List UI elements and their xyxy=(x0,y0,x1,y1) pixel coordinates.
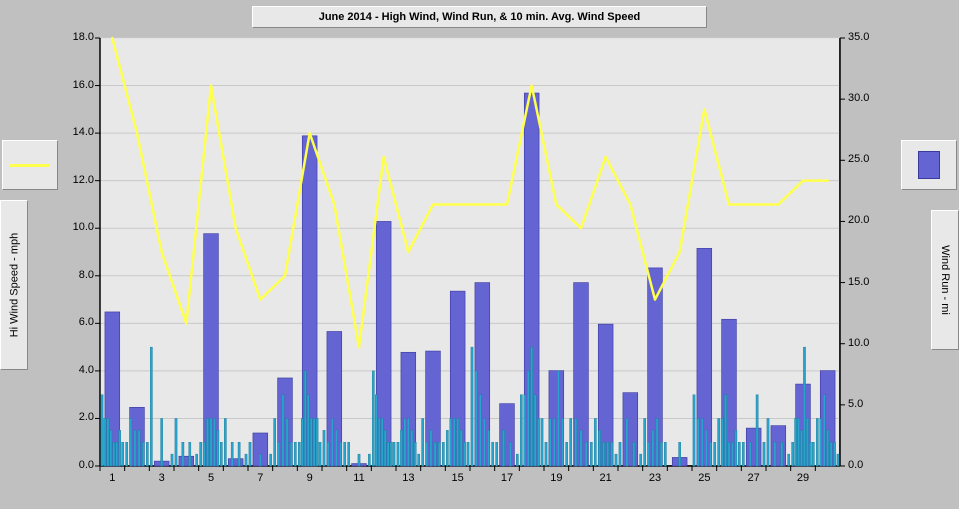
chart-canvas xyxy=(0,0,959,509)
